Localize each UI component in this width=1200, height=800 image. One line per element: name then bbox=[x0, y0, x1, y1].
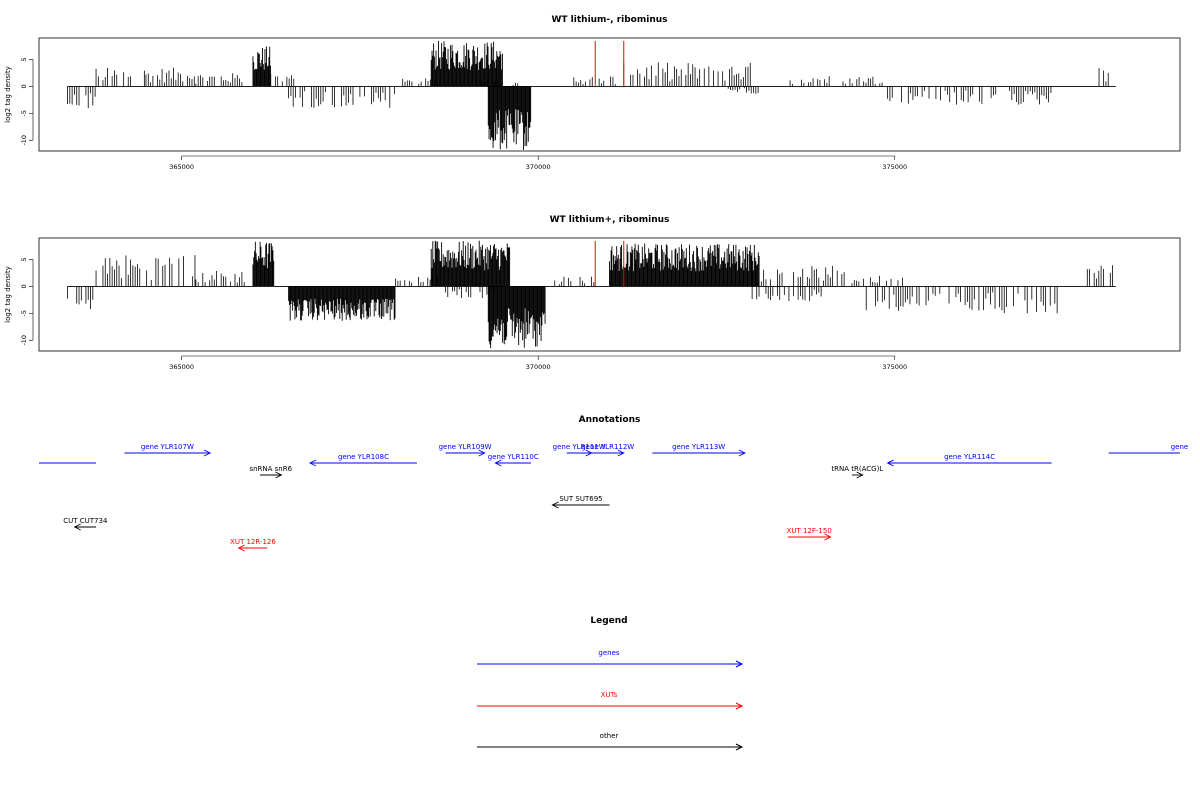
feature-label: CUT CUT734 bbox=[63, 517, 108, 525]
legend-label: XUTs bbox=[601, 691, 618, 699]
legend-arrowhead bbox=[735, 743, 744, 751]
y-tick-label: 0 bbox=[20, 84, 28, 88]
feature-label: XUT 12F-150 bbox=[787, 527, 832, 535]
track-panel-lithium-plus: WT lithium+, ribominus log2 tag density -1… bbox=[4, 215, 1181, 371]
feature-label: tRNA tR(ACG)L bbox=[831, 465, 883, 473]
arrowhead-left bbox=[551, 501, 559, 509]
arrowhead-right bbox=[203, 449, 212, 457]
y-tick-label: -10 bbox=[20, 335, 28, 346]
feature-label: gene YLR112W bbox=[581, 443, 634, 451]
legend-title: Legend bbox=[590, 616, 627, 626]
arrowhead-left bbox=[73, 523, 81, 531]
feature-label: gene YLR110C bbox=[488, 453, 539, 461]
chart-title: WT lithium-, ribominus bbox=[551, 15, 667, 25]
plot-frame bbox=[38, 237, 1181, 352]
arrowhead-right bbox=[738, 449, 747, 457]
legend-panel: Legend genes XUTs other bbox=[477, 616, 744, 751]
y-axis-label: log2 tag density bbox=[4, 66, 12, 123]
feature-label: snRNA snR6 bbox=[249, 465, 292, 473]
arrowhead-left bbox=[308, 459, 317, 467]
legend-arrowhead bbox=[735, 660, 744, 668]
annotations-panel: Annotations gene YLR107W snRNA snR6 gene YL… bbox=[39, 415, 1189, 552]
y-tick-label: -5 bbox=[20, 110, 28, 116]
x-tick-label: 370000 bbox=[526, 163, 551, 171]
legend-label: other bbox=[600, 732, 619, 740]
x-tick-label: 375000 bbox=[882, 363, 907, 371]
legend-label: genes bbox=[598, 649, 619, 657]
feature-label: gene YLR113W bbox=[672, 443, 725, 451]
y-tick-label: 5 bbox=[20, 57, 28, 61]
y-tick-label: -5 bbox=[20, 310, 28, 316]
arrowhead-right bbox=[478, 449, 486, 457]
chart-title: WT lithium+, ribominus bbox=[550, 215, 670, 225]
arrowhead-left bbox=[237, 544, 245, 552]
feature-label: gene bbox=[1171, 443, 1189, 451]
y-tick-label: 5 bbox=[20, 257, 28, 261]
plot-frame bbox=[38, 37, 1181, 152]
arrowhead-right bbox=[856, 471, 864, 479]
arrowhead-left bbox=[886, 459, 894, 467]
feature-label: gene YLR107W bbox=[141, 443, 194, 451]
arrowhead-left bbox=[494, 459, 502, 467]
x-tick-label: 365000 bbox=[169, 363, 194, 371]
y-tick-label: 0 bbox=[20, 284, 28, 288]
feature-label: gene YLR114C bbox=[944, 453, 995, 461]
arrowhead-right bbox=[617, 449, 625, 457]
feature-label: SUT SUT695 bbox=[559, 495, 602, 503]
y-tick-label: -10 bbox=[20, 135, 28, 146]
arrowhead-right bbox=[824, 533, 832, 541]
x-tick-label: 370000 bbox=[526, 363, 551, 371]
annotations-title: Annotations bbox=[579, 415, 641, 425]
track-panel-lithium-minus: WT lithium-, ribominus log2 tag density -1… bbox=[4, 15, 1181, 171]
x-tick-label: 375000 bbox=[882, 163, 907, 171]
feature-label: gene YLR109W bbox=[439, 443, 492, 451]
feature-label: gene YLR108C bbox=[338, 453, 389, 461]
feature-label: XUT 12R-126 bbox=[230, 538, 276, 546]
feature-label: gene YLR111W bbox=[553, 443, 606, 451]
y-axis-label: log2 tag density bbox=[4, 266, 12, 323]
arrowhead-right bbox=[275, 471, 283, 479]
legend-arrowhead bbox=[735, 702, 744, 710]
x-tick-label: 365000 bbox=[169, 163, 194, 171]
